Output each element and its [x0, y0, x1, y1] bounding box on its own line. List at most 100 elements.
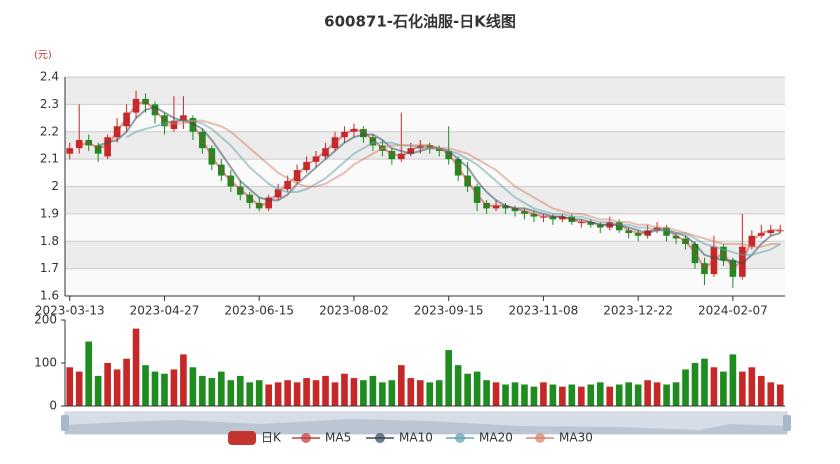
legend-label: MA5	[325, 431, 351, 445]
data-zoom[interactable]	[61, 411, 791, 435]
x-tick-label: 2023-09-15	[414, 304, 484, 318]
x-tick-label: 2023-11-08	[509, 304, 579, 318]
volume-bar	[161, 373, 168, 406]
x-tick-label: 2023-06-15	[224, 304, 294, 318]
volume-tick-label: 200	[34, 313, 57, 327]
volume-bar	[85, 341, 92, 406]
candle-body	[388, 150, 396, 160]
volume-bar	[189, 367, 197, 406]
volume-bar	[767, 382, 775, 406]
y-tick-label: 2.2	[40, 124, 59, 138]
candle-body	[739, 246, 746, 277]
legend-item[interactable]: MA10	[366, 431, 433, 445]
legend-label: MA30	[559, 431, 593, 445]
zoom-handle[interactable]	[61, 415, 69, 431]
candle-body	[322, 148, 329, 157]
legend-item[interactable]: MA20	[446, 431, 513, 445]
candle-body	[502, 205, 509, 209]
candle-body	[104, 137, 111, 157]
candle-body	[587, 222, 595, 225]
volume-bar	[255, 380, 263, 406]
volume-bar	[776, 384, 784, 406]
legend-label: MA10	[399, 431, 433, 445]
volume-bar	[492, 382, 500, 406]
legend-label: 日K	[261, 431, 282, 445]
volume-bar	[66, 367, 74, 406]
candle-body	[360, 129, 367, 138]
volume-bar	[94, 375, 102, 406]
volume-bar	[739, 371, 746, 406]
volume-bar	[331, 382, 339, 406]
volume-bar	[464, 373, 471, 406]
volume-bar	[729, 354, 737, 406]
volume-bar	[407, 378, 415, 406]
candle-body	[758, 233, 765, 236]
volume-bar	[473, 371, 481, 406]
y-tick-label: 1.9	[40, 206, 59, 220]
legend-item[interactable]: 日K	[228, 431, 282, 446]
volume-bar	[511, 382, 519, 406]
candle-body	[236, 186, 244, 195]
volume-bar	[170, 369, 178, 406]
legend-item[interactable]: MA5	[292, 431, 351, 445]
candle-body	[634, 233, 642, 236]
candle-body	[416, 145, 424, 149]
legend-icon	[375, 433, 385, 443]
candle-body	[559, 216, 566, 220]
candle-body	[767, 230, 775, 234]
volume-tick-label: 0	[49, 399, 57, 413]
split-area	[65, 186, 785, 214]
y-tick-label: 2.1	[40, 152, 59, 166]
volume-bar	[379, 382, 386, 406]
volume-bar	[445, 350, 452, 406]
volume-bar	[350, 378, 358, 406]
volume-bar	[274, 382, 282, 406]
candle-body	[653, 227, 661, 231]
legend-item[interactable]: MA30	[526, 431, 593, 445]
volume-bar	[596, 382, 604, 406]
candle-body	[284, 181, 291, 190]
volume-bar	[388, 380, 396, 406]
candle-body	[663, 227, 670, 236]
volume-bar	[199, 375, 206, 406]
x-tick-label: 2023-12-22	[603, 304, 673, 318]
candle-body	[492, 205, 500, 209]
legend-icon	[455, 433, 465, 443]
volume-bar	[398, 365, 405, 406]
candle-body	[672, 235, 680, 239]
candle-body	[521, 211, 528, 214]
legend-label: MA20	[479, 431, 513, 445]
volume-bar	[208, 378, 216, 406]
zoom-handle[interactable]	[783, 415, 791, 431]
candle-body	[615, 222, 623, 231]
volume-bar	[644, 380, 651, 406]
volume-bar	[132, 328, 140, 406]
y-tick-label: 2.3	[40, 97, 59, 111]
candle-body	[426, 145, 434, 149]
split-area	[65, 268, 785, 296]
x-tick-label: 2024-02-07	[698, 304, 768, 318]
candle-body	[435, 148, 443, 151]
volume-bar	[615, 384, 623, 406]
x-tick-label: 2023-03-13	[35, 304, 105, 318]
chart-title: 600871-石化油服-日K线图	[324, 13, 516, 31]
candle-body	[170, 120, 178, 130]
ma-line	[126, 119, 781, 256]
volume-bar	[578, 386, 585, 406]
volume-bar	[454, 365, 462, 406]
y-unit: (元)	[34, 50, 52, 61]
volume-bar	[625, 382, 632, 406]
candle-body	[625, 230, 632, 234]
volume-bar	[568, 384, 576, 406]
ma-line	[164, 119, 781, 248]
volume-bar	[663, 384, 670, 406]
volume-bar	[502, 384, 509, 406]
candle-body	[66, 148, 74, 154]
y-tick-label: 1.7	[40, 261, 59, 275]
split-area	[65, 159, 785, 187]
volume-bar	[587, 384, 595, 406]
volume-bar	[369, 375, 377, 406]
volume-bar	[710, 367, 718, 406]
volume-bar	[682, 369, 689, 406]
